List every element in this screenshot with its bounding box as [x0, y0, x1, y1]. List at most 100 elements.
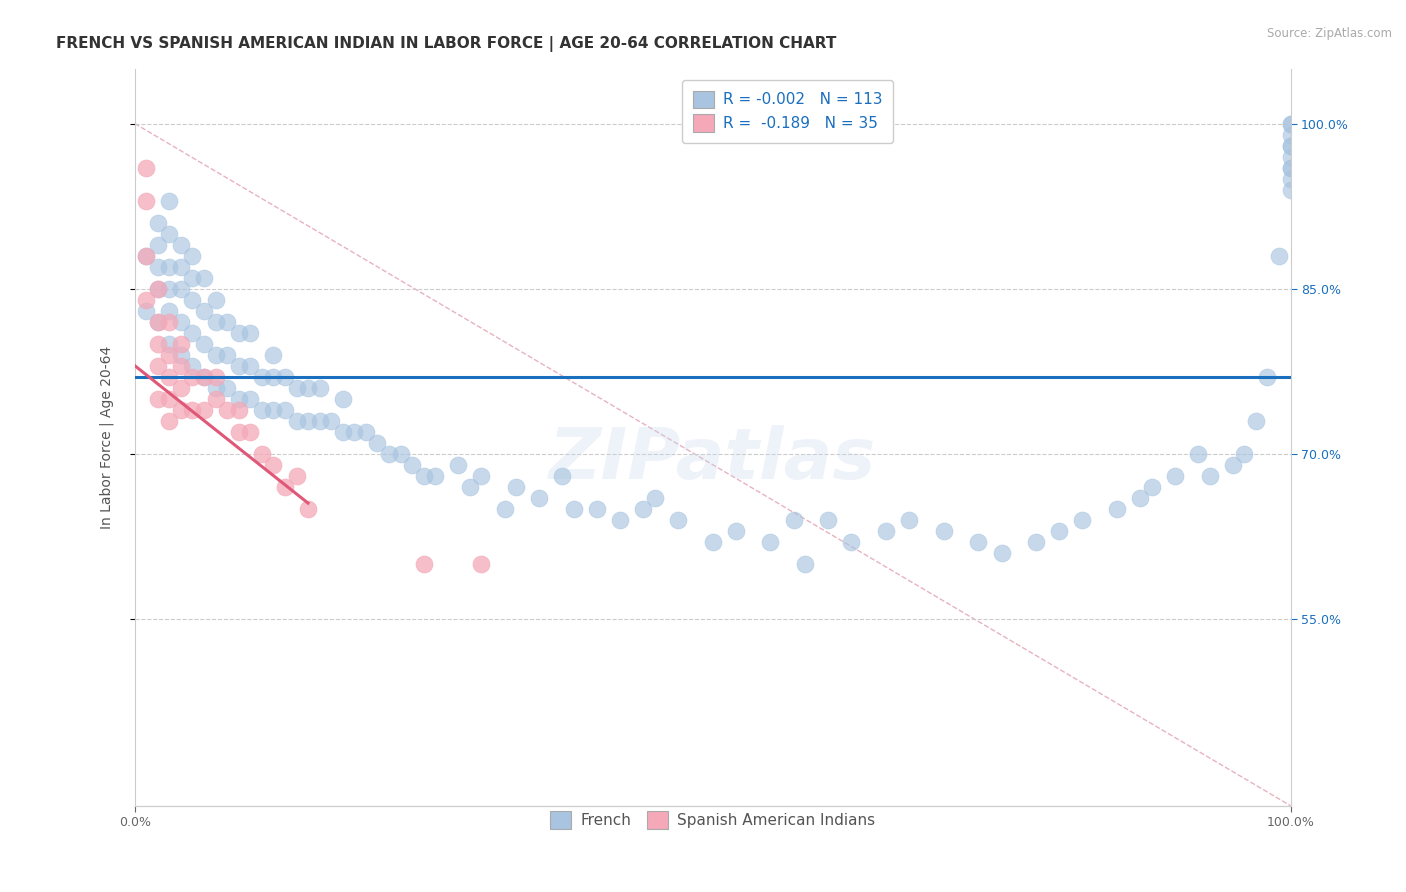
- Point: [1233, 447, 1256, 461]
- Point: [1279, 116, 1302, 130]
- Point: [228, 326, 250, 340]
- Point: [170, 402, 193, 417]
- Point: [458, 480, 481, 494]
- Point: [389, 447, 412, 461]
- Point: [1279, 116, 1302, 130]
- Point: [875, 524, 897, 538]
- Point: [204, 315, 226, 329]
- Text: Source: ZipAtlas.com: Source: ZipAtlas.com: [1267, 27, 1392, 40]
- Point: [817, 513, 839, 527]
- Point: [157, 260, 180, 274]
- Point: [217, 381, 239, 395]
- Point: [217, 402, 239, 417]
- Point: [157, 303, 180, 318]
- Point: [932, 524, 955, 538]
- Point: [378, 447, 401, 461]
- Point: [1198, 468, 1220, 483]
- Text: FRENCH VS SPANISH AMERICAN INDIAN IN LABOR FORCE | AGE 20-64 CORRELATION CHART: FRENCH VS SPANISH AMERICAN INDIAN IN LAB…: [56, 36, 837, 52]
- Point: [354, 425, 377, 439]
- Point: [366, 435, 388, 450]
- Point: [470, 557, 492, 571]
- Point: [146, 392, 169, 406]
- Point: [239, 326, 262, 340]
- Point: [1164, 468, 1187, 483]
- Point: [332, 425, 354, 439]
- Point: [135, 161, 157, 175]
- Point: [1279, 138, 1302, 153]
- Point: [274, 369, 297, 384]
- Point: [447, 458, 470, 472]
- Point: [170, 237, 193, 252]
- Point: [228, 425, 250, 439]
- Point: [297, 414, 319, 428]
- Point: [262, 348, 284, 362]
- Point: [308, 414, 330, 428]
- Point: [157, 227, 180, 241]
- Text: ZIPatlas: ZIPatlas: [548, 425, 876, 494]
- Point: [1279, 161, 1302, 175]
- Point: [217, 315, 239, 329]
- Point: [146, 216, 169, 230]
- Point: [170, 348, 193, 362]
- Point: [146, 315, 169, 329]
- Point: [193, 336, 215, 351]
- Point: [146, 336, 169, 351]
- Point: [228, 359, 250, 373]
- Point: [1025, 534, 1047, 549]
- Point: [1279, 149, 1302, 163]
- Point: [839, 534, 862, 549]
- Point: [262, 402, 284, 417]
- Point: [170, 381, 193, 395]
- Point: [193, 303, 215, 318]
- Point: [494, 501, 516, 516]
- Point: [146, 282, 169, 296]
- Point: [193, 369, 215, 384]
- Point: [204, 392, 226, 406]
- Point: [135, 194, 157, 208]
- Point: [297, 501, 319, 516]
- Point: [285, 468, 308, 483]
- Point: [146, 359, 169, 373]
- Point: [250, 447, 273, 461]
- Point: [170, 359, 193, 373]
- Point: [1268, 249, 1291, 263]
- Point: [332, 392, 354, 406]
- Point: [135, 249, 157, 263]
- Point: [794, 557, 817, 571]
- Point: [633, 501, 655, 516]
- Point: [412, 557, 434, 571]
- Point: [193, 270, 215, 285]
- Point: [1279, 182, 1302, 196]
- Point: [1187, 447, 1209, 461]
- Point: [170, 282, 193, 296]
- Point: [157, 282, 180, 296]
- Point: [181, 249, 204, 263]
- Point: [262, 369, 284, 384]
- Point: [562, 501, 585, 516]
- Point: [170, 260, 193, 274]
- Point: [782, 513, 804, 527]
- Point: [990, 546, 1012, 560]
- Point: [170, 315, 193, 329]
- Point: [470, 468, 492, 483]
- Point: [157, 414, 180, 428]
- Point: [1279, 171, 1302, 186]
- Point: [239, 425, 262, 439]
- Point: [898, 513, 921, 527]
- Point: [146, 237, 169, 252]
- Point: [181, 326, 204, 340]
- Point: [181, 270, 204, 285]
- Point: [1279, 161, 1302, 175]
- Y-axis label: In Labor Force | Age 20-64: In Labor Force | Age 20-64: [100, 345, 114, 529]
- Point: [157, 369, 180, 384]
- Point: [193, 402, 215, 417]
- Point: [157, 336, 180, 351]
- Point: [412, 468, 434, 483]
- Point: [228, 392, 250, 406]
- Point: [157, 194, 180, 208]
- Point: [1222, 458, 1244, 472]
- Point: [204, 381, 226, 395]
- Point: [181, 359, 204, 373]
- Point: [425, 468, 447, 483]
- Point: [297, 381, 319, 395]
